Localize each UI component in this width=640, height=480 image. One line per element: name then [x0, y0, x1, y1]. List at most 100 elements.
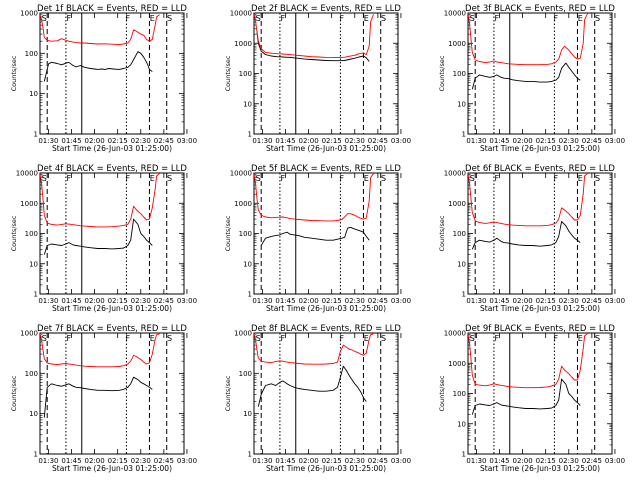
phase-marker-label: S	[167, 14, 172, 23]
panel-title: Det 6f BLACK = Events, RED = LLD	[465, 164, 615, 174]
y-tick-label: 1	[462, 131, 466, 139]
lld-series-line	[254, 14, 374, 59]
x-tick-label: 02:00	[512, 457, 532, 465]
x-tick-label: 01:45	[489, 297, 509, 305]
events-series-line	[43, 51, 153, 82]
y-tick-label: 10	[29, 90, 38, 98]
phase-marker-label: S	[167, 174, 172, 183]
y-tick-label: 1000	[20, 200, 38, 208]
y-tick-label: 100	[25, 370, 38, 378]
y-tick-label: 1000	[234, 330, 252, 338]
x-tick-label: 02:15	[322, 457, 342, 465]
x-tick-label: 02:30	[131, 137, 151, 145]
phase-marker-label: S	[167, 334, 172, 343]
y-axis-label: Counts/sec	[224, 375, 232, 411]
x-axis-label: Start Time (26-Jun-03 01:25:00)	[480, 144, 600, 153]
phase-marker-label: F	[554, 174, 559, 183]
phase-marker-label: F	[340, 14, 345, 23]
y-tick-label: 100	[239, 370, 252, 378]
events-series-line	[471, 62, 581, 90]
panel-title: Det 7f BLACK = Events, RED = LLD	[37, 324, 187, 334]
lld-series-line	[40, 173, 160, 228]
x-tick-label: 03:00	[605, 297, 625, 305]
y-axis-label: Counts/sec	[438, 375, 446, 411]
y-tick-label: 1000	[20, 10, 38, 18]
y-tick-label: 10	[243, 410, 252, 418]
plot-frame	[253, 172, 399, 295]
plot-frame	[253, 332, 399, 455]
x-axis-label: Start Time (26-Jun-03 01:25:00)	[266, 464, 386, 473]
plot-area	[40, 333, 168, 454]
y-tick-label: 100	[25, 50, 38, 58]
y-tick-label: 1	[34, 291, 38, 299]
phase-marker-label: E	[150, 14, 155, 23]
y-tick-label: 1000	[448, 360, 466, 368]
y-tick-label: 1000	[234, 40, 252, 48]
x-axis-label: Start Time (26-Jun-03 01:25:00)	[266, 304, 386, 313]
plot-area	[468, 13, 596, 134]
x-axis-label: Start Time (26-Jun-03 01:25:00)	[52, 464, 172, 473]
x-tick-label: 03:00	[391, 137, 411, 145]
plot-area	[40, 173, 168, 294]
phase-marker-label: F	[494, 174, 499, 183]
detector-panel: Det 5f BLACK = Events, RED = LLD 1 10 100 10…	[224, 164, 411, 313]
phase-marker-label: S	[42, 334, 47, 343]
plot-frame	[467, 172, 613, 295]
detector-panel: Det 8f BLACK = Events, RED = LLD 1 10 100 10…	[224, 324, 411, 473]
x-tick-label: 03:00	[391, 457, 411, 465]
events-series-line	[471, 221, 581, 250]
y-tick-label: 10	[457, 100, 466, 108]
plot-area	[468, 333, 596, 454]
x-tick-label: 02:15	[108, 297, 128, 305]
detector-panel: Det 1f BLACK = Events, RED = LLD 1 10 100 10…	[10, 4, 197, 153]
phase-marker-label: F	[66, 174, 71, 183]
x-tick-label: 02:30	[345, 137, 365, 145]
y-tick-label: 10000	[444, 10, 466, 18]
phase-marker-label: E	[578, 174, 583, 183]
x-tick-label: 02:15	[108, 137, 128, 145]
detector-panel: Det 6f BLACK = Events, RED = LLD 1 10 100 10…	[438, 164, 625, 313]
plot-frame	[467, 12, 613, 135]
x-tick-label: 01:45	[61, 137, 81, 145]
panel-title: Det 1f BLACK = Events, RED = LLD	[37, 4, 187, 14]
x-tick-label: 02:00	[84, 297, 104, 305]
y-tick-label: 1	[248, 131, 252, 139]
phase-marker-label: E	[578, 14, 583, 23]
lld-series-line	[468, 333, 588, 389]
x-axis-label: Start Time (26-Jun-03 01:25:00)	[52, 304, 172, 313]
phase-marker-label: F	[280, 174, 285, 183]
plot-area	[254, 13, 382, 134]
panel-title: Det 5f BLACK = Events, RED = LLD	[251, 164, 401, 174]
x-tick-label: 02:15	[536, 297, 556, 305]
x-tick-label: 02:45	[368, 457, 388, 465]
x-tick-label: 02:30	[559, 297, 579, 305]
x-tick-label: 01:30	[466, 297, 486, 305]
phase-marker-label: F	[126, 174, 131, 183]
panel-title: Det 2f BLACK = Events, RED = LLD	[251, 4, 401, 14]
x-tick-label: 02:30	[559, 137, 579, 145]
phase-marker-label: S	[381, 334, 386, 343]
x-tick-label: 02:15	[322, 137, 342, 145]
phase-marker-label: S	[470, 334, 475, 343]
x-tick-label: 01:30	[252, 457, 272, 465]
phase-marker-label: F	[66, 334, 71, 343]
y-tick-label: 100	[453, 390, 466, 398]
x-tick-label: 01:45	[61, 297, 81, 305]
events-series-line	[43, 376, 153, 418]
x-tick-label: 02:00	[84, 137, 104, 145]
x-tick-label: 02:00	[298, 457, 318, 465]
phase-marker-label: E	[150, 174, 155, 183]
lld-series-line	[468, 173, 588, 227]
lld-series-line	[254, 173, 374, 222]
phase-marker-label: F	[280, 334, 285, 343]
x-tick-label: 03:00	[177, 297, 197, 305]
y-tick-label: 100	[453, 70, 466, 78]
phase-marker-label: S	[470, 14, 475, 23]
x-tick-label: 02:45	[154, 457, 174, 465]
x-tick-label: 02:45	[582, 137, 602, 145]
x-tick-label: 02:45	[368, 297, 388, 305]
x-tick-label: 03:00	[177, 137, 197, 145]
y-tick-label: 10	[29, 260, 38, 268]
x-tick-label: 02:15	[536, 137, 556, 145]
y-tick-label: 10	[457, 420, 466, 428]
